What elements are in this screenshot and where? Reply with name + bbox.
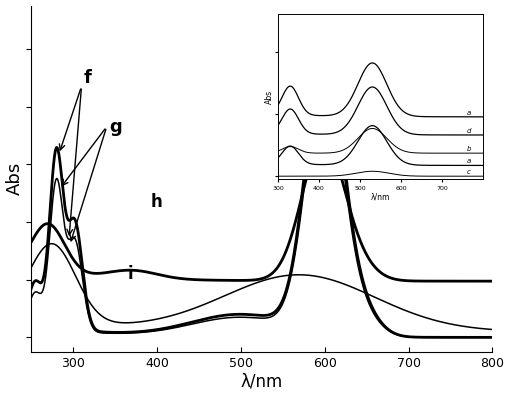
Text: i: i — [127, 265, 133, 283]
Text: g: g — [109, 118, 122, 136]
X-axis label: λ/nm: λ/nm — [240, 373, 282, 390]
Y-axis label: Abs: Abs — [6, 162, 23, 195]
Text: f: f — [84, 69, 92, 87]
Text: h: h — [151, 193, 162, 211]
